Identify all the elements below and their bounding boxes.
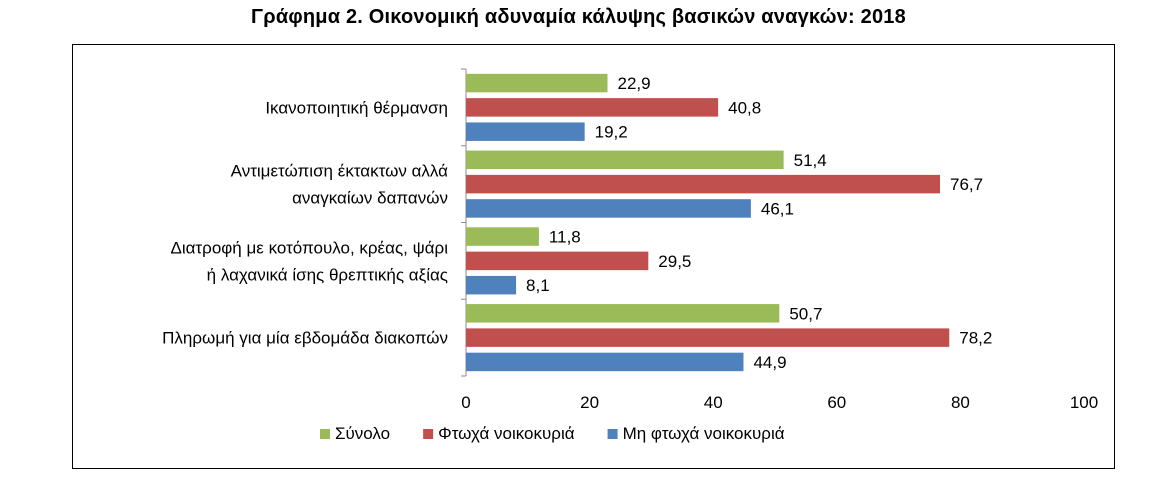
- bar-σύνολο-2: [466, 150, 784, 170]
- legend-label-σύνολο: Σύνολο: [335, 424, 390, 443]
- bar-φτωχά-νοικοκυριά-4: [466, 328, 950, 347]
- legend-swatch-μη-φτωχά-νοικοκυριά: [607, 429, 618, 439]
- data-label-μη-φτωχά-νοικοκυριά-3: 8,1: [526, 276, 550, 295]
- bar-φτωχά-νοικοκυριά-3: [466, 251, 649, 271]
- bar-φτωχά-νοικοκυριά-1: [466, 98, 719, 117]
- legend-label-μη-φτωχά-νοικοκυριά: Μη φτωχά νοικοκυριά: [623, 424, 785, 443]
- bar-σύνολο-3: [466, 227, 539, 246]
- bar-φτωχά-νοικοκυριά-2: [466, 174, 941, 194]
- x-tick-label-40: 40: [704, 393, 723, 412]
- x-tick-label-80: 80: [951, 393, 970, 412]
- legend-label-φτωχά-νοικοκυριά: Φτωχά νοικοκυριά: [438, 424, 575, 443]
- data-label-φτωχά-νοικοκυριά-3: 29,5: [658, 252, 691, 271]
- bar-chart: 22,9 40,8 19,2 Ικανοποιητική θέρμανση 51,4 76…: [162, 68, 1098, 443]
- category-label-2-line-1: Αντιμετώπιση έκτακτων αλλά: [231, 162, 449, 181]
- category-label-3-line-2: ή λαχανικά ίσης θρεπτικής αξίας: [207, 265, 448, 284]
- data-label-σύνολο-2: 51,4: [794, 151, 827, 170]
- bar-μη-φτωχά-νοικοκυριά-4: [466, 352, 744, 372]
- data-label-μη-φτωχά-νοικοκυριά-2: 46,1: [761, 199, 794, 218]
- category-label-4-line-1: Πληρωμή για μία εβδομάδα διακοπών: [162, 329, 448, 348]
- bar-μη-φτωχά-νοικοκυριά-3: [466, 275, 517, 295]
- chart-frame: 22,9 40,8 19,2 Ικανοποιητική θέρμανση 51,4 76…: [72, 44, 1115, 469]
- data-label-σύνολο-4: 50,7: [789, 304, 822, 323]
- x-tick-label-100: 100: [1070, 393, 1098, 412]
- data-label-μη-φτωχά-νοικοκυριά-4: 44,9: [753, 353, 786, 372]
- bar-μη-φτωχά-νοικοκυριά-1: [466, 122, 585, 141]
- chart-title: Γράφημα 2. Οικονομική αδυναμία κάλυψης β…: [251, 6, 906, 28]
- legend-swatch-σύνολο: [320, 429, 330, 439]
- data-label-σύνολο-1: 22,9: [618, 74, 651, 93]
- bar-σύνολο-4: [466, 304, 780, 323]
- category-label-3-line-1: Διατροφή με κοτόπουλο, κρέας, ψάρι: [170, 238, 448, 257]
- data-label-φτωχά-νοικοκυριά-2: 76,7: [950, 175, 983, 194]
- data-label-σύνολο-3: 11,8: [549, 228, 581, 247]
- bar-μη-φτωχά-νοικοκυριά-2: [466, 199, 751, 218]
- data-label-φτωχά-νοικοκυριά-4: 78,2: [959, 329, 992, 348]
- category-label-2-line-2: αναγκαίων δαπανών: [292, 189, 448, 208]
- x-tick-label-0: 0: [461, 393, 470, 412]
- category-label-1-line-1: Ικανοποιητική θέρμανση: [265, 98, 448, 117]
- data-label-φτωχά-νοικοκυριά-1: 40,8: [728, 98, 761, 117]
- legend-swatch-φτωχά-νοικοκυριά: [423, 429, 434, 439]
- bar-σύνολο-1: [466, 73, 608, 93]
- x-tick-label-20: 20: [580, 393, 599, 412]
- data-label-μη-φτωχά-νοικοκυριά-1: 19,2: [595, 123, 628, 142]
- x-tick-label-60: 60: [827, 393, 846, 412]
